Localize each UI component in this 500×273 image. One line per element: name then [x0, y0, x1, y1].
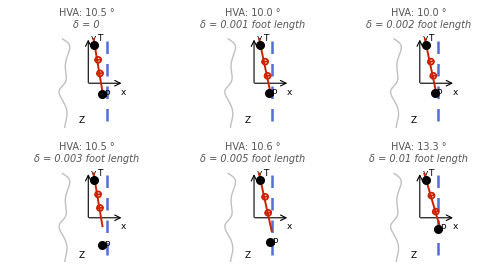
Text: HVA: 10.5 °: HVA: 10.5 ° — [59, 142, 114, 152]
Text: δ = 0.002 foot length: δ = 0.002 foot length — [366, 20, 471, 30]
Text: HVA: 10.0 °: HVA: 10.0 ° — [224, 8, 280, 17]
Text: T: T — [97, 169, 102, 178]
Text: P: P — [440, 224, 446, 233]
Text: x: x — [121, 222, 126, 231]
Text: y: y — [256, 169, 262, 178]
Text: T: T — [97, 34, 102, 43]
Text: P: P — [436, 88, 442, 97]
Text: Z: Z — [410, 251, 416, 260]
Text: x: x — [286, 222, 292, 231]
Text: HVA: 10.6 °: HVA: 10.6 ° — [224, 142, 280, 152]
Text: δ = 0.005 foot length: δ = 0.005 foot length — [200, 155, 305, 164]
Text: Z: Z — [410, 116, 416, 125]
Text: y: y — [422, 34, 428, 43]
Text: y: y — [90, 34, 96, 43]
Text: P: P — [272, 238, 278, 247]
Text: T: T — [428, 169, 434, 178]
Text: x: x — [452, 222, 458, 231]
Text: y: y — [422, 169, 428, 178]
Text: δ = 0.003 foot length: δ = 0.003 foot length — [34, 155, 140, 164]
Text: Z: Z — [79, 116, 85, 125]
Text: y: y — [256, 34, 262, 43]
Text: x: x — [121, 88, 126, 97]
Text: T: T — [262, 34, 268, 43]
Text: x: x — [286, 88, 292, 97]
Text: δ = 0: δ = 0 — [74, 20, 100, 30]
Text: δ = 0.01 foot length: δ = 0.01 foot length — [369, 155, 468, 164]
Text: Z: Z — [245, 251, 251, 260]
Text: δ = 0.001 foot length: δ = 0.001 foot length — [200, 20, 305, 30]
Text: T: T — [262, 169, 268, 178]
Text: HVA: 13.3 °: HVA: 13.3 ° — [390, 142, 446, 152]
Text: P: P — [104, 90, 109, 99]
Text: P: P — [104, 241, 109, 250]
Text: y: y — [90, 169, 96, 178]
Text: Z: Z — [79, 251, 85, 260]
Text: HVA: 10.0 °: HVA: 10.0 ° — [390, 8, 446, 17]
Text: Z: Z — [245, 116, 251, 125]
Text: P: P — [270, 88, 276, 97]
Text: HVA: 10.5 °: HVA: 10.5 ° — [59, 8, 114, 17]
Text: x: x — [452, 88, 458, 97]
Text: T: T — [428, 34, 434, 43]
